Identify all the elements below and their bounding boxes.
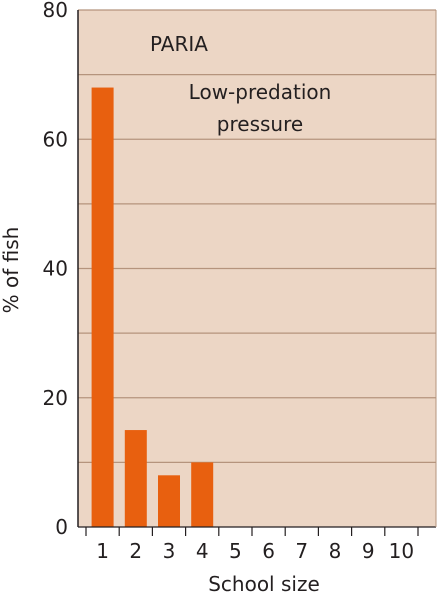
y-tick-label: 0 — [55, 515, 68, 539]
x-tick-label: 9 — [362, 539, 375, 563]
axes — [77, 10, 437, 536]
y-tick-label: 40 — [43, 257, 68, 281]
x-tick-labels: 1 2 3 4 5 6 7 8 9 10 — [96, 539, 414, 563]
x-tick-label: 1 — [96, 539, 109, 563]
bar — [91, 87, 114, 528]
panel-label: PARIA — [150, 32, 208, 56]
y-tick-label: 60 — [43, 127, 68, 151]
x-tick-label: 10 — [389, 539, 414, 563]
x-tick-label: 2 — [129, 539, 142, 563]
annotation-line-1: Low-predation — [189, 80, 332, 104]
x-axis-title: School size — [208, 572, 320, 596]
bars — [91, 87, 214, 528]
x-tick-label: 3 — [163, 539, 176, 563]
annotation-line-2: pressure — [217, 112, 303, 136]
bar — [124, 430, 147, 527]
x-tick-label: 8 — [329, 539, 342, 563]
bar — [158, 475, 180, 527]
y-tick-labels: 0 20 40 60 80 — [43, 0, 68, 539]
bar — [191, 462, 214, 527]
x-tick-label: 5 — [229, 539, 242, 563]
y-axis-title: % of fish — [0, 227, 23, 314]
y-tick-label: 20 — [43, 386, 68, 410]
x-tick-label: 6 — [262, 539, 275, 563]
x-tick-label: 4 — [196, 539, 209, 563]
y-tick-label: 80 — [43, 0, 68, 22]
x-tick-label: 7 — [295, 539, 308, 563]
